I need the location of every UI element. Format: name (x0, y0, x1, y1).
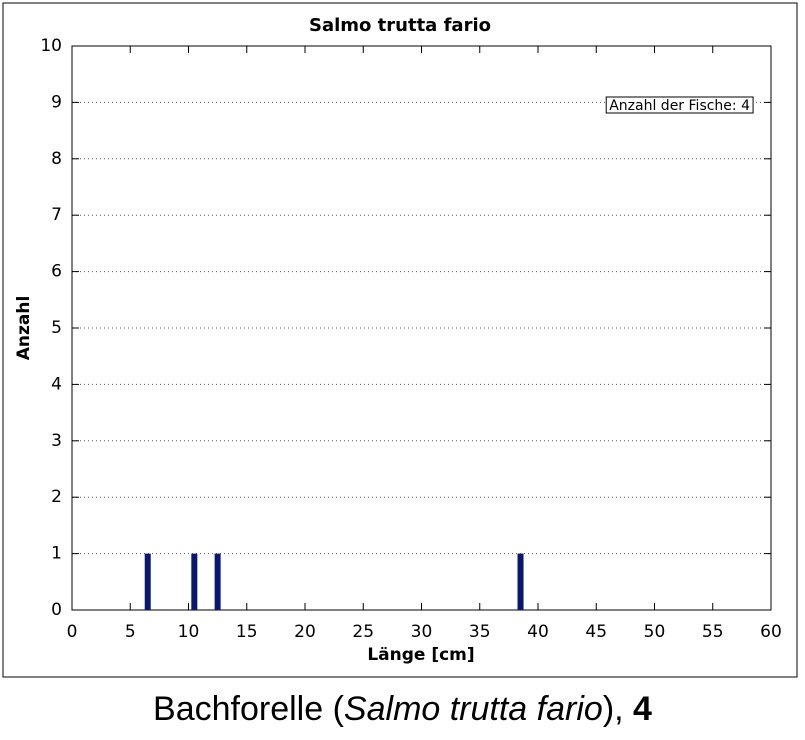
x-axis-label: Länge [cm] (367, 645, 474, 665)
annotation: Anzahl der Fische: 4 (609, 98, 750, 114)
x-tick-label: 20 (294, 622, 316, 642)
x-tick-label: 30 (411, 622, 433, 642)
x-tick-label: 45 (585, 622, 607, 642)
caption-species: Salmo trutta fario (343, 690, 603, 728)
x-tick-label: 50 (644, 622, 666, 642)
caption: Bachforelle (Salmo trutta fario), 4 (0, 690, 805, 729)
x-tick-label: 15 (236, 622, 258, 642)
x-tick-label: 25 (352, 622, 374, 642)
x-tick-label: 60 (760, 622, 782, 642)
chart: Salmo trutta fario Länge [cm] Anzahl 0 1 2… (2, 2, 798, 678)
y-tick-label: 10 (40, 36, 62, 56)
bar (144, 553, 151, 610)
caption-text: ), (602, 690, 634, 728)
x-tick-label: 0 (67, 622, 78, 642)
chart-title: Salmo trutta fario (309, 15, 491, 36)
x-tick-label: 5 (125, 622, 136, 642)
y-tick-label: 9 (51, 92, 62, 112)
bar (517, 553, 524, 610)
y-tick-label: 6 (51, 262, 62, 282)
x-tick-label: 55 (702, 622, 724, 642)
caption-count: 4 (633, 690, 652, 728)
y-tick-label: 7 (51, 205, 62, 225)
y-tick-label: 0 (51, 600, 62, 620)
annotation-box (605, 96, 754, 114)
x-tick-label: 35 (469, 622, 491, 642)
bar (214, 553, 221, 610)
x-tick-label: 10 (178, 622, 200, 642)
y-tick-label: 2 (51, 487, 62, 507)
plot-frame (71, 45, 772, 611)
y-axis-label: Anzahl (14, 296, 34, 361)
y-tick-label: 5 (51, 318, 62, 338)
y-tick-label: 1 (51, 544, 62, 564)
y-tick-label: 4 (51, 374, 62, 394)
chart-frame (2, 2, 798, 678)
y-tick-label: 3 (51, 431, 62, 451)
bar (191, 553, 198, 610)
y-tick-label: 8 (51, 149, 62, 169)
caption-text: Bachforelle ( (153, 690, 344, 728)
x-tick-label: 40 (527, 622, 549, 642)
